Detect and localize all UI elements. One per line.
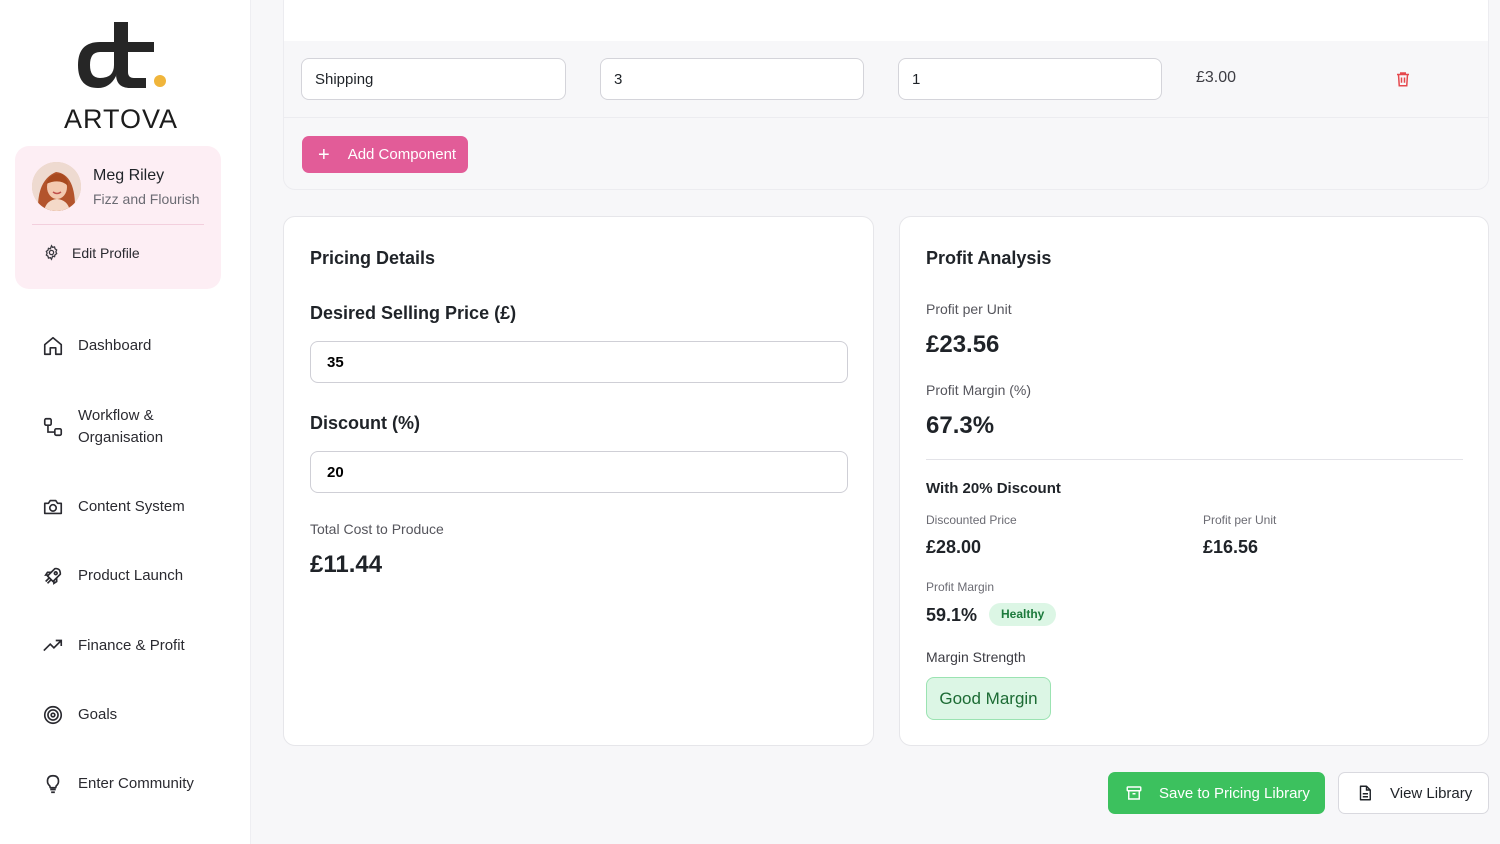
margin-strength-label: Margin Strength	[926, 649, 1026, 665]
nav-label: Finance & Profit	[78, 637, 185, 654]
trending-up-icon	[43, 639, 63, 652]
gear-icon	[45, 244, 58, 261]
selling-price-input[interactable]	[310, 341, 848, 383]
total-cost-label: Total Cost to Produce	[310, 521, 444, 537]
nav-label: Enter Community	[78, 775, 194, 792]
nav-label: Goals	[78, 706, 118, 723]
add-component-button[interactable]: + Add Component	[302, 136, 468, 173]
user-name: Meg Riley	[93, 167, 165, 184]
plus-icon: +	[318, 143, 330, 166]
nav-item-finance-profit[interactable]: Finance & Profit	[42, 635, 185, 657]
discount-label: Discount (%)	[310, 413, 420, 433]
trash-icon[interactable]	[1394, 70, 1412, 88]
discount-margin-value: 59.1%	[926, 605, 978, 625]
profile-divider	[32, 224, 204, 225]
view-library-button[interactable]: View Library	[1338, 772, 1489, 814]
nav-label: Workflow & Organisation	[78, 407, 164, 446]
nav-label: Dashboard	[78, 337, 152, 354]
view-label: View Library	[1390, 784, 1473, 802]
component-name-input[interactable]	[301, 58, 566, 100]
avatar[interactable]	[32, 162, 81, 211]
nav-item-dashboard[interactable]: Dashboard	[42, 335, 151, 357]
pricing-title: Pricing Details	[310, 248, 436, 268]
brand-logo[interactable]: ARTOVA	[64, 20, 177, 134]
business-name: Fizz and Flourish	[93, 191, 200, 207]
discounted-price-label: Discounted Price	[926, 513, 1017, 527]
nav-item-goals[interactable]: Goals	[42, 704, 117, 726]
home-icon	[43, 336, 63, 356]
lightbulb-icon	[46, 774, 60, 794]
camera-icon	[43, 499, 63, 515]
discount-profit-label: Profit per Unit	[1203, 513, 1277, 527]
logo-mark-icon	[78, 22, 166, 88]
profit-margin-label: Profit Margin (%)	[926, 382, 1032, 398]
components-card: £3.00 + Add Component	[283, 0, 1489, 190]
nav-item-community[interactable]: Enter Community	[42, 773, 194, 795]
selling-price-label: Desired Selling Price (£)	[310, 303, 517, 323]
profit-title: Profit Analysis	[926, 248, 1052, 268]
component-cost-input[interactable]	[600, 58, 864, 100]
target-icon	[43, 705, 63, 725]
component-quantity-input[interactable]	[898, 58, 1162, 100]
section-divider	[926, 459, 1463, 460]
component-total: £3.00	[1196, 69, 1237, 86]
margin-strength-badge: Good Margin	[926, 677, 1051, 720]
discount-profit-value: £16.56	[1203, 537, 1259, 557]
nav-label: Content System	[78, 498, 185, 515]
total-cost-value: £11.44	[310, 551, 383, 578]
workflow-icon	[43, 417, 63, 437]
profit-per-unit-value: £23.56	[926, 331, 1000, 358]
add-component-label: Add Component	[347, 146, 457, 163]
profit-margin-value: 67.3%	[926, 412, 995, 439]
profit-analysis-card: Profit Analysis Profit per Unit £23.56 P…	[899, 216, 1489, 746]
profile-card: Meg Riley Fizz and Flourish Edit Profile	[15, 146, 221, 289]
archive-icon	[1126, 786, 1142, 800]
nav-item-content-system[interactable]: Content System	[42, 496, 185, 518]
brand-name: ARTOVA	[64, 104, 179, 134]
discount-heading: With 20% Discount	[926, 480, 1061, 497]
edit-profile-button[interactable]: Edit Profile	[43, 244, 140, 261]
save-to-library-button[interactable]: Save to Pricing Library	[1108, 772, 1325, 814]
pricing-details-card: Pricing Details Desired Selling Price (£…	[283, 216, 874, 746]
document-icon	[1359, 785, 1371, 801]
components-header-area	[284, 0, 1488, 41]
discount-input[interactable]	[310, 451, 848, 493]
nav-label: Product Launch	[78, 567, 184, 584]
save-label: Save to Pricing Library	[1159, 784, 1310, 802]
status-badge: Healthy	[989, 603, 1057, 626]
discount-margin-label: Profit Margin	[926, 580, 995, 594]
component-row	[284, 41, 1488, 118]
nav-item-workflow[interactable]: Workflow & Organisation	[42, 405, 188, 449]
sidebar: ARTOVA Meg Riley Fizz and Flourish Edit …	[0, 0, 250, 844]
profit-per-unit-label: Profit per Unit	[926, 301, 1012, 317]
rocket-icon	[44, 567, 62, 585]
nav-item-product-launch[interactable]: Product Launch	[42, 565, 183, 587]
edit-profile-label: Edit Profile	[72, 244, 140, 261]
discounted-price-value: £28.00	[926, 537, 982, 557]
